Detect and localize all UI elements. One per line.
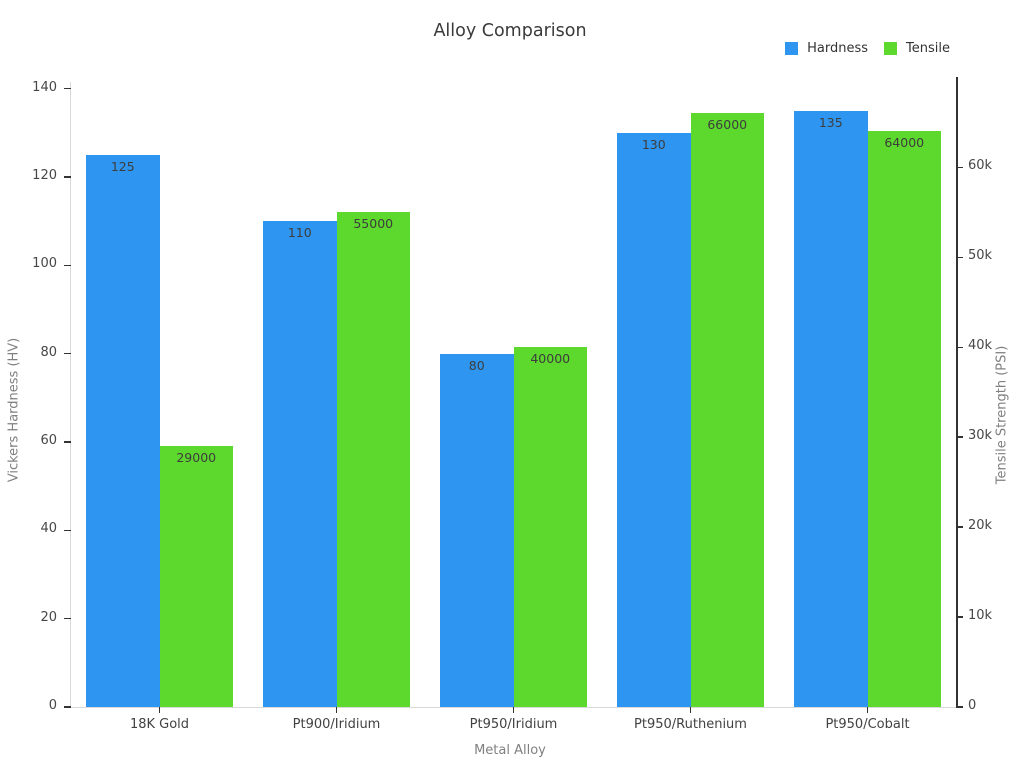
left-tick-label: 40 [40, 521, 57, 537]
bar-value-label: 40000 [530, 351, 571, 367]
left-tick-mark [64, 176, 71, 178]
bar-value-label: 110 [287, 225, 312, 241]
bar-group: 110 55000 [248, 82, 425, 707]
legend-swatch-icon [785, 42, 799, 55]
right-tick-mark [956, 706, 963, 708]
bar-group: 130 66000 [602, 82, 779, 707]
legend-label: Hardness [807, 41, 869, 56]
bar-value-label: 64000 [884, 135, 925, 151]
right-tick-mark [956, 436, 963, 438]
right-tick-mark [956, 526, 963, 528]
left-tick-label: 140 [32, 79, 57, 95]
x-category-label: Pt950/Ruthenium [634, 717, 747, 732]
x-tick-mark [512, 707, 515, 713]
x-axis-title: Metal Alloy [474, 743, 546, 758]
bar-tensile: 64000 [867, 131, 941, 707]
bar-tensile: 29000 [159, 446, 233, 707]
left-tick-label: 80 [40, 344, 57, 360]
right-tick-mark [956, 166, 963, 169]
left-tick-mark [64, 529, 71, 532]
right-tick-label: 30k [968, 428, 993, 444]
right-tick-label: 50k [968, 248, 993, 264]
legend: Hardness Tensile [785, 41, 950, 56]
x-tick-mark [689, 707, 692, 713]
bar-hardness: 80 [440, 353, 514, 707]
right-tick-mark [956, 256, 963, 259]
x-tick-mark [866, 707, 869, 713]
right-axis-line [956, 77, 958, 708]
bar-tensile: 66000 [690, 113, 764, 707]
bar-group: 135 64000 [779, 82, 956, 707]
plot-area: 0 20 40 60 80 100 120 140 0 10k 20k 30k 40k 50k 60k 18K… [32, 77, 992, 732]
x-category-label: 18K Gold [129, 717, 190, 732]
right-tick-label: 40k [968, 338, 993, 354]
left-tick-label: 60 [40, 432, 57, 448]
left-tick-mark [64, 352, 71, 355]
left-tick-mark [64, 441, 71, 443]
right-tick-label: 60k [968, 158, 993, 174]
x-category-label: Pt950/Cobalt [825, 717, 910, 732]
bar-value-label: 80 [468, 357, 485, 373]
bar-hardness: 135 [794, 110, 868, 707]
x-tick-mark [158, 707, 161, 713]
bar-value-label: 130 [641, 136, 666, 152]
left-tick-label: 20 [40, 609, 57, 625]
right-tick-label: 10k [968, 608, 993, 624]
right-axis-title: Tensile Strength (PSI) [994, 345, 1010, 485]
bar-value-label: 125 [110, 158, 135, 174]
right-tick-mark [956, 346, 963, 349]
right-tick-label: 20k [968, 518, 993, 534]
x-category-label: Pt900/Iridium [292, 717, 381, 732]
left-tick-mark [64, 706, 71, 708]
left-tick-mark [64, 617, 71, 620]
legend-swatch-icon [884, 42, 898, 55]
bar-value-label: 135 [818, 114, 843, 130]
bar-value-label: 29000 [176, 450, 217, 466]
bar-hardness: 125 [86, 154, 160, 707]
left-tick-label: 120 [32, 167, 57, 183]
legend-item-hardness: Hardness [785, 41, 868, 56]
right-tick-label: 0 [968, 698, 977, 713]
x-tick-mark [335, 707, 338, 713]
legend-label: Tensile [906, 41, 950, 56]
left-axis-title: Vickers Hardness (HV) [6, 337, 22, 483]
bar-hardness: 110 [263, 221, 337, 707]
legend-item-tensile: Tensile [884, 41, 950, 56]
bar-tensile: 55000 [336, 212, 410, 707]
bar-tensile: 40000 [513, 347, 587, 707]
left-tick-label: 0 [48, 698, 57, 713]
right-tick-mark [956, 616, 963, 618]
left-tick-label: 100 [32, 256, 57, 272]
bar-value-label: 66000 [707, 117, 748, 133]
bar-hardness: 130 [617, 132, 691, 707]
bar-group: 80 40000 [425, 82, 602, 707]
left-tick-mark [64, 87, 71, 90]
left-tick-mark [64, 264, 71, 267]
bar-value-label: 55000 [353, 216, 394, 232]
chart-title: Alloy Comparison [433, 21, 587, 41]
bar-group: 125 29000 [71, 82, 248, 707]
x-category-label: Pt950/Iridium [469, 717, 558, 732]
